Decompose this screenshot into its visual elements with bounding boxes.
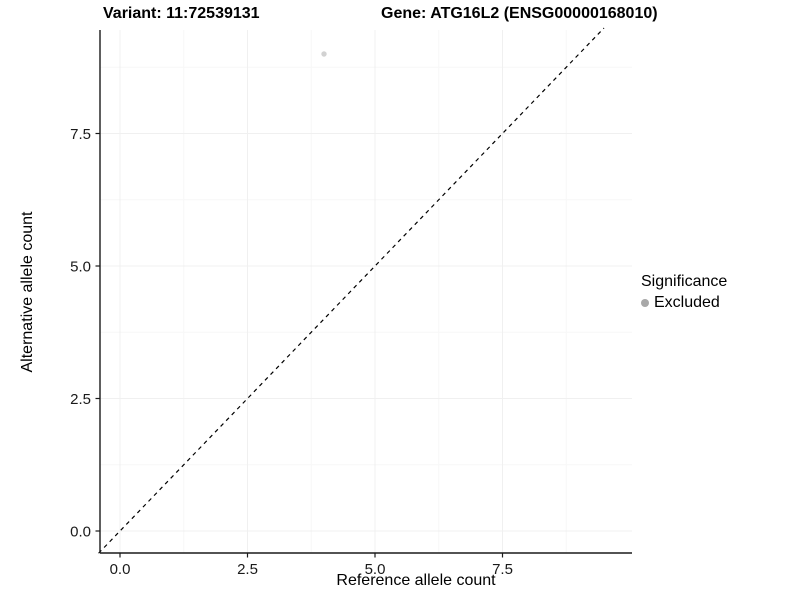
axis-tick-marks — [95, 132, 504, 558]
axis-lines — [99, 30, 632, 554]
legend-title: Significance — [641, 273, 728, 290]
y-tick-label: 7.5 — [70, 126, 91, 143]
legend-item-excluded: Excluded — [641, 294, 727, 312]
data-point — [321, 51, 327, 57]
x-tick-label: 7.5 — [492, 561, 513, 578]
y-tick-label: 2.5 — [70, 391, 91, 408]
variant-title: Variant: 11:72539131 — [103, 5, 260, 22]
y-tick-label: 5.0 — [70, 259, 91, 276]
axis-tick-labels: 0.0 2.5 5.0 7.5 0.0 2.5 5.0 7.5 — [70, 126, 513, 578]
y-axis-title: Alternative allele count — [19, 211, 36, 373]
x-axis-title: Reference allele count — [336, 572, 496, 589]
gene-title: Gene: ATG16L2 (ENSG00000168010) — [381, 5, 658, 22]
minor-gridlines — [100, 30, 632, 553]
x-tick-label: 2.5 — [237, 561, 258, 578]
x-tick-label: 5.0 — [365, 561, 386, 578]
legend-point-icon — [641, 299, 649, 307]
data-points — [321, 51, 327, 57]
x-tick-label: 0.0 — [110, 561, 131, 578]
major-gridlines — [100, 30, 632, 553]
legend-item-label: Excluded — [654, 294, 720, 311]
dashed-identity-line — [98, 27, 605, 554]
identity-reference-line — [98, 27, 605, 554]
y-tick-label: 0.0 — [70, 524, 91, 541]
legend: Significance Excluded — [641, 273, 727, 312]
